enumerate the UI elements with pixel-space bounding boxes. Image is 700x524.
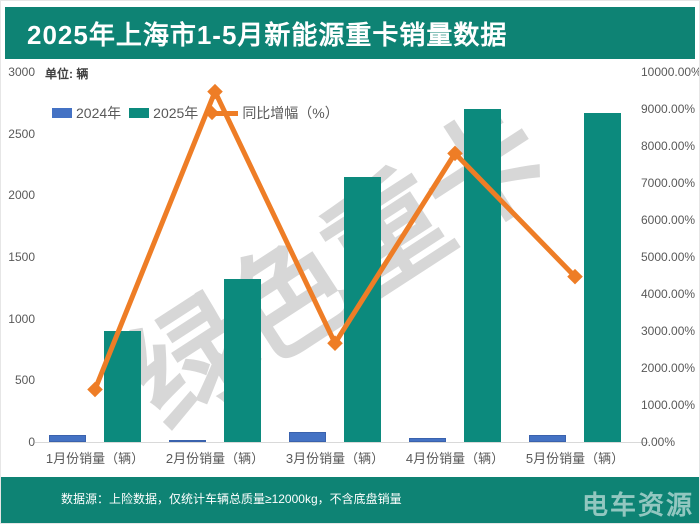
bar-2025年-1 <box>104 331 141 442</box>
x-axis-line <box>35 442 649 443</box>
y-axis-left-tick: 3000 <box>8 65 35 79</box>
y-axis-left-tick: 2500 <box>8 126 35 141</box>
y-axis-right-tick: 10000.00% <box>641 65 700 79</box>
bar-2025年-5 <box>584 112 621 442</box>
y-axis-right-tick: 6000.00% <box>641 213 696 227</box>
x-axis-label: 1月份销量（辆） <box>45 451 145 466</box>
x-axis-label: 2月份销量（辆） <box>165 451 265 466</box>
legend-diamond-icon <box>205 105 220 120</box>
y-axis-right-tick: 4000.00% <box>641 287 696 301</box>
unit-note: 单位: 辆 <box>45 67 89 81</box>
legend-label-2024: 2024年 <box>76 105 122 121</box>
y-axis-left-tick: 2000 <box>8 188 35 203</box>
header-bar: 2025年上海市1-5月新能源重卡销量数据 <box>5 7 695 59</box>
bar-2024年-2 <box>169 440 206 443</box>
legend-label-2025: 2025年 <box>153 105 199 121</box>
bar-2025年-3 <box>344 176 381 442</box>
y-axis-left-tick: 1500 <box>8 250 35 264</box>
legend-label-growth: 同比增幅（%） <box>242 105 339 121</box>
bar-2024年-1 <box>49 434 86 442</box>
x-axis-label: 3月份销量（辆） <box>285 451 385 466</box>
x-axis-label: 4月份销量（辆） <box>405 451 505 466</box>
page-title: 2025年上海市1-5月新能源重卡销量数据 <box>27 19 508 50</box>
growth-line-marker-2 <box>207 83 223 100</box>
legend-line-sample <box>205 105 239 120</box>
y-axis-right-tick: 1000.00% <box>641 398 696 412</box>
brand-logo: 电车资源 <box>581 490 694 520</box>
y-axis-right-tick: 3000.00% <box>641 324 696 338</box>
growth-line-marker-5 <box>567 268 583 285</box>
y-axis-right-tick: 8000.00% <box>641 139 696 153</box>
y-axis-left-tick: 1000 <box>8 311 35 326</box>
bar-2024年-5 <box>529 434 566 442</box>
y-axis-right-tick: 0.00% <box>641 435 676 449</box>
y-axis-left-tick: 0 <box>28 435 35 449</box>
footer-bar: 数据源：上险数据，仅统计车辆总质量≥12000kg，不含底盘销量 电车资源 <box>1 477 699 523</box>
y-axis-right-tick: 2000.00% <box>641 361 696 375</box>
y-axis-left-tick: 500 <box>14 373 35 388</box>
chart-legend: 2024年 2025年 同比增幅（%） <box>52 103 343 123</box>
legend-swatch-2024 <box>52 108 72 118</box>
bar-2025年-4 <box>464 109 501 442</box>
data-source-note: 数据源：上险数据，仅统计车辆总质量≥12000kg，不含底盘销量 <box>61 492 402 506</box>
bar-2025年-2 <box>224 279 261 442</box>
x-axis-label: 5月份销量（辆） <box>525 451 625 466</box>
legend-swatch-2025 <box>129 108 150 118</box>
y-axis-right-tick: 9000.00% <box>641 102 696 116</box>
y-axis-right-tick: 7000.00% <box>641 176 696 190</box>
y-axis-right-tick: 5000.00% <box>641 250 696 264</box>
bar-2024年-3 <box>289 432 326 442</box>
bar-2024年-4 <box>409 437 446 442</box>
